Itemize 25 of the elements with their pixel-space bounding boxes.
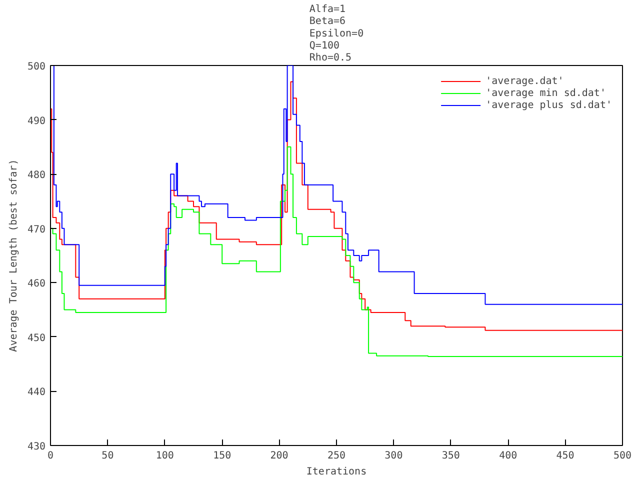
chart-title: Alfa=1 Beta=6 Epsilon=0 Q=100 Rho=0.5 [309,4,364,64]
y-tick-label: 490 [27,116,46,127]
x-tick-label: 500 [613,450,632,462]
legend-label: 'average.dat' [486,75,564,87]
y-axis-title: Average Tour Length (best sofar) [8,159,20,352]
y-tick-label: 430 [27,442,46,452]
y-tick-label: 440 [27,387,46,398]
x-tick-label: 400 [499,450,518,462]
legend-label: 'average min sd.dat' [486,87,606,99]
y-tick-label: 480 [27,170,46,182]
legend-label: 'average plus sd.dat' [486,99,612,111]
x-tick-label: 50 [102,450,114,462]
x-tick-label: 300 [384,450,403,462]
y-tick-label: 450 [27,332,46,344]
y-tick-label: 460 [27,278,46,290]
x-tick-label: 150 [213,450,232,462]
x-tick-label: 100 [156,450,174,462]
y-tick-label: 470 [27,224,46,236]
x-axis-title: Iterations [306,466,367,478]
x-tick-label: 250 [327,450,346,462]
x-tick-label: 200 [270,450,288,462]
x-tick-label: 350 [442,450,460,462]
y-tick-label: 500 [27,62,46,72]
x-tick-label: 450 [556,450,574,462]
x-tick-label: 0 [47,450,54,462]
